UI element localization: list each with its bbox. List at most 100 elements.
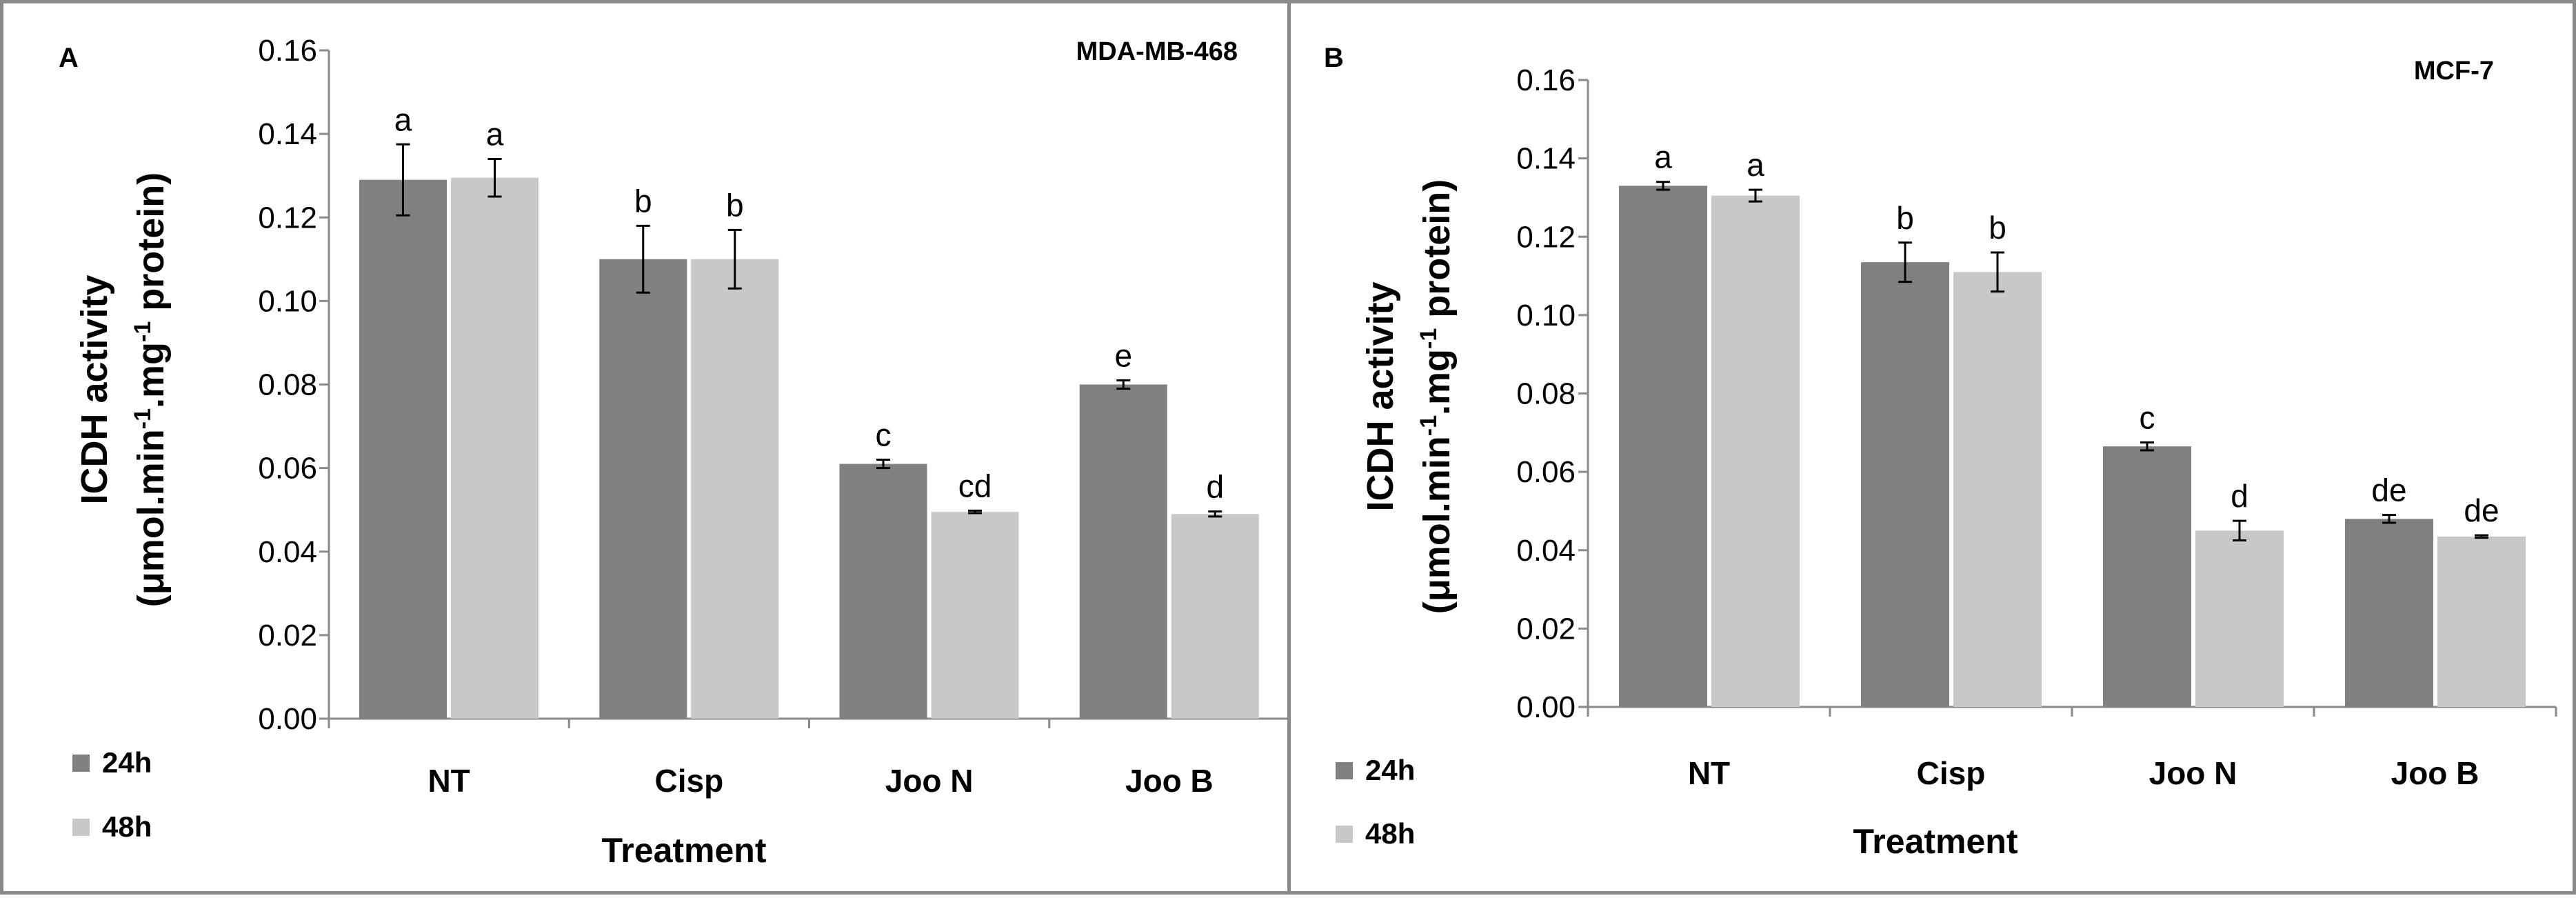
error-bar	[968, 509, 982, 515]
x-axis-label: Treatment	[1853, 822, 2018, 861]
legend-label-48h: 48h	[102, 810, 152, 843]
error-bar	[487, 157, 502, 198]
y-tick-label: 0.06	[1516, 455, 1576, 489]
y-axis-label-line2: (μmol.min-1.mg-1 protein)	[1416, 179, 1458, 615]
bar-48h-joo-b	[1171, 514, 1259, 719]
error-bar	[1208, 510, 1222, 518]
x-tick-label: Joo N	[2149, 755, 2237, 791]
significance-letter: b	[726, 187, 744, 223]
y-tick-label: 0.02	[1516, 612, 1576, 646]
chart-title: MDA-MB-468	[1076, 37, 1238, 66]
bar-24h-nt	[359, 179, 447, 719]
y-tick-label: 0.14	[258, 117, 317, 151]
bar-24h-joo-b	[1079, 384, 1167, 719]
y-tick-label: 0.12	[1516, 220, 1576, 254]
y-tick-label: 0.06	[258, 452, 317, 486]
y-tick-label: 0.00	[258, 702, 317, 736]
significance-letter: cd	[958, 468, 992, 503]
y-tick-label: 0.04	[1516, 534, 1576, 568]
significance-letter: b	[1896, 200, 1914, 236]
y-tick-label: 0.16	[1516, 63, 1576, 97]
significance-letter: c	[2140, 400, 2155, 436]
significance-letter: de	[2371, 472, 2406, 508]
x-tick-label: Joo B	[2391, 755, 2479, 791]
y-axis-label-line2: (μmol.min-1.mg-1 protein)	[130, 172, 172, 608]
error-bar	[2140, 441, 2154, 452]
error-bar	[2382, 514, 2396, 524]
significance-letter: c	[876, 417, 892, 453]
y-tick-label: 0.12	[258, 201, 317, 235]
panel-b: B MCF-7 ICDH activity (μmol.min-1.mg-1 p…	[1287, 0, 2576, 895]
legend: 24h 48h	[1336, 754, 1415, 850]
error-bar	[727, 228, 742, 290]
bar-24h-joo-n	[839, 463, 927, 719]
error-bar	[1749, 188, 1762, 203]
y-tick-label: 0.10	[1516, 299, 1576, 332]
error-bar	[2233, 519, 2246, 542]
panel-a: A MDA-MB-468 ICDH activity (μmol.min-1.m…	[0, 0, 1291, 895]
x-axis-label: Treatment	[602, 831, 767, 870]
plot-area: 0.00 0.02 0.04 0.06 0.08 0.10 0.12 0.14 0.16 NT a a…	[1516, 63, 2557, 791]
bar-48h-nt	[1711, 195, 1800, 707]
legend-swatch-48h	[72, 819, 90, 836]
bar-24h-joo-b	[2345, 519, 2433, 707]
error-bar	[1991, 251, 2004, 293]
y-axis-label: ICDH activity (μmol.min-1.mg-1 protein)	[74, 172, 172, 608]
error-bar	[636, 224, 650, 294]
x-tick-label: NT	[427, 763, 470, 799]
y-tick-label: 0.08	[1516, 377, 1576, 411]
significance-letter: a	[1654, 139, 1672, 175]
y-axis-label-line1: ICDH activity	[74, 275, 115, 504]
x-tick-label: Joo B	[1125, 763, 1214, 799]
bar-48h-joo-n	[931, 512, 1019, 719]
x-tick-label: NT	[1688, 755, 1730, 791]
significance-letter: a	[1747, 147, 1764, 183]
bar-24h-joo-n	[2103, 446, 2191, 707]
bar-24h-nt	[1619, 186, 1707, 707]
y-tick-label: 0.16	[258, 34, 317, 68]
y-tick-label: 0.14	[1516, 142, 1576, 176]
plot-area: 0.00 0.02 0.04 0.06 0.08 0.10 0.12 0.14 0.16 NT a a…	[258, 34, 1291, 799]
x-tick-label: Joo N	[885, 763, 974, 799]
legend-swatch-24h	[1336, 762, 1353, 779]
x-tick-label: Cisp	[1917, 755, 1986, 791]
significance-letter: b	[1989, 210, 2006, 246]
legend-label-48h: 48h	[1365, 817, 1415, 850]
chart-b: B MCF-7 ICDH activity (μmol.min-1.mg-1 p…	[1324, 43, 2557, 861]
error-bar	[2475, 534, 2488, 539]
error-bar	[1116, 379, 1131, 390]
x-tick-label: Cisp	[655, 763, 724, 799]
error-bar	[396, 143, 410, 217]
significance-letter: a	[486, 116, 504, 152]
bar-24h-cisp	[599, 259, 687, 719]
panel-letter: A	[59, 43, 79, 73]
panel-letter: B	[1324, 43, 1344, 73]
significance-letter: d	[1206, 469, 1224, 505]
bar-24h-cisp	[1861, 262, 1949, 708]
chart-a: A MDA-MB-468 ICDH activity (μmol.min-1.m…	[59, 34, 1291, 870]
bar-48h-nt	[451, 177, 539, 719]
y-axis-label-line1: ICDH activity	[1360, 281, 1401, 511]
significance-letter: d	[2231, 478, 2248, 514]
legend-label-24h: 24h	[1365, 754, 1415, 786]
legend-swatch-48h	[1336, 826, 1353, 843]
y-tick-label: 0.04	[258, 535, 317, 569]
y-tick-label: 0.02	[258, 619, 317, 652]
bar-48h-joo-n	[2195, 530, 2284, 707]
chart-title: MCF-7	[2414, 57, 2494, 86]
error-bar	[1656, 181, 1670, 191]
y-tick-label: 0.00	[1516, 690, 1576, 724]
error-bar	[876, 459, 890, 470]
bar-48h-joo-b	[2437, 536, 2526, 707]
y-tick-label: 0.10	[258, 284, 317, 318]
y-tick-label: 0.08	[258, 368, 317, 402]
significance-letter: a	[394, 101, 412, 137]
significance-letter: e	[1114, 337, 1132, 373]
y-axis-label: ICDH activity (μmol.min-1.mg-1 protein)	[1360, 179, 1458, 615]
legend: 24h 48h	[72, 746, 152, 843]
error-bar	[1898, 241, 1912, 283]
bar-48h-cisp	[691, 259, 779, 719]
significance-letter: de	[2464, 492, 2499, 528]
bar-48h-cisp	[1953, 272, 2042, 708]
significance-letter: b	[634, 183, 652, 219]
